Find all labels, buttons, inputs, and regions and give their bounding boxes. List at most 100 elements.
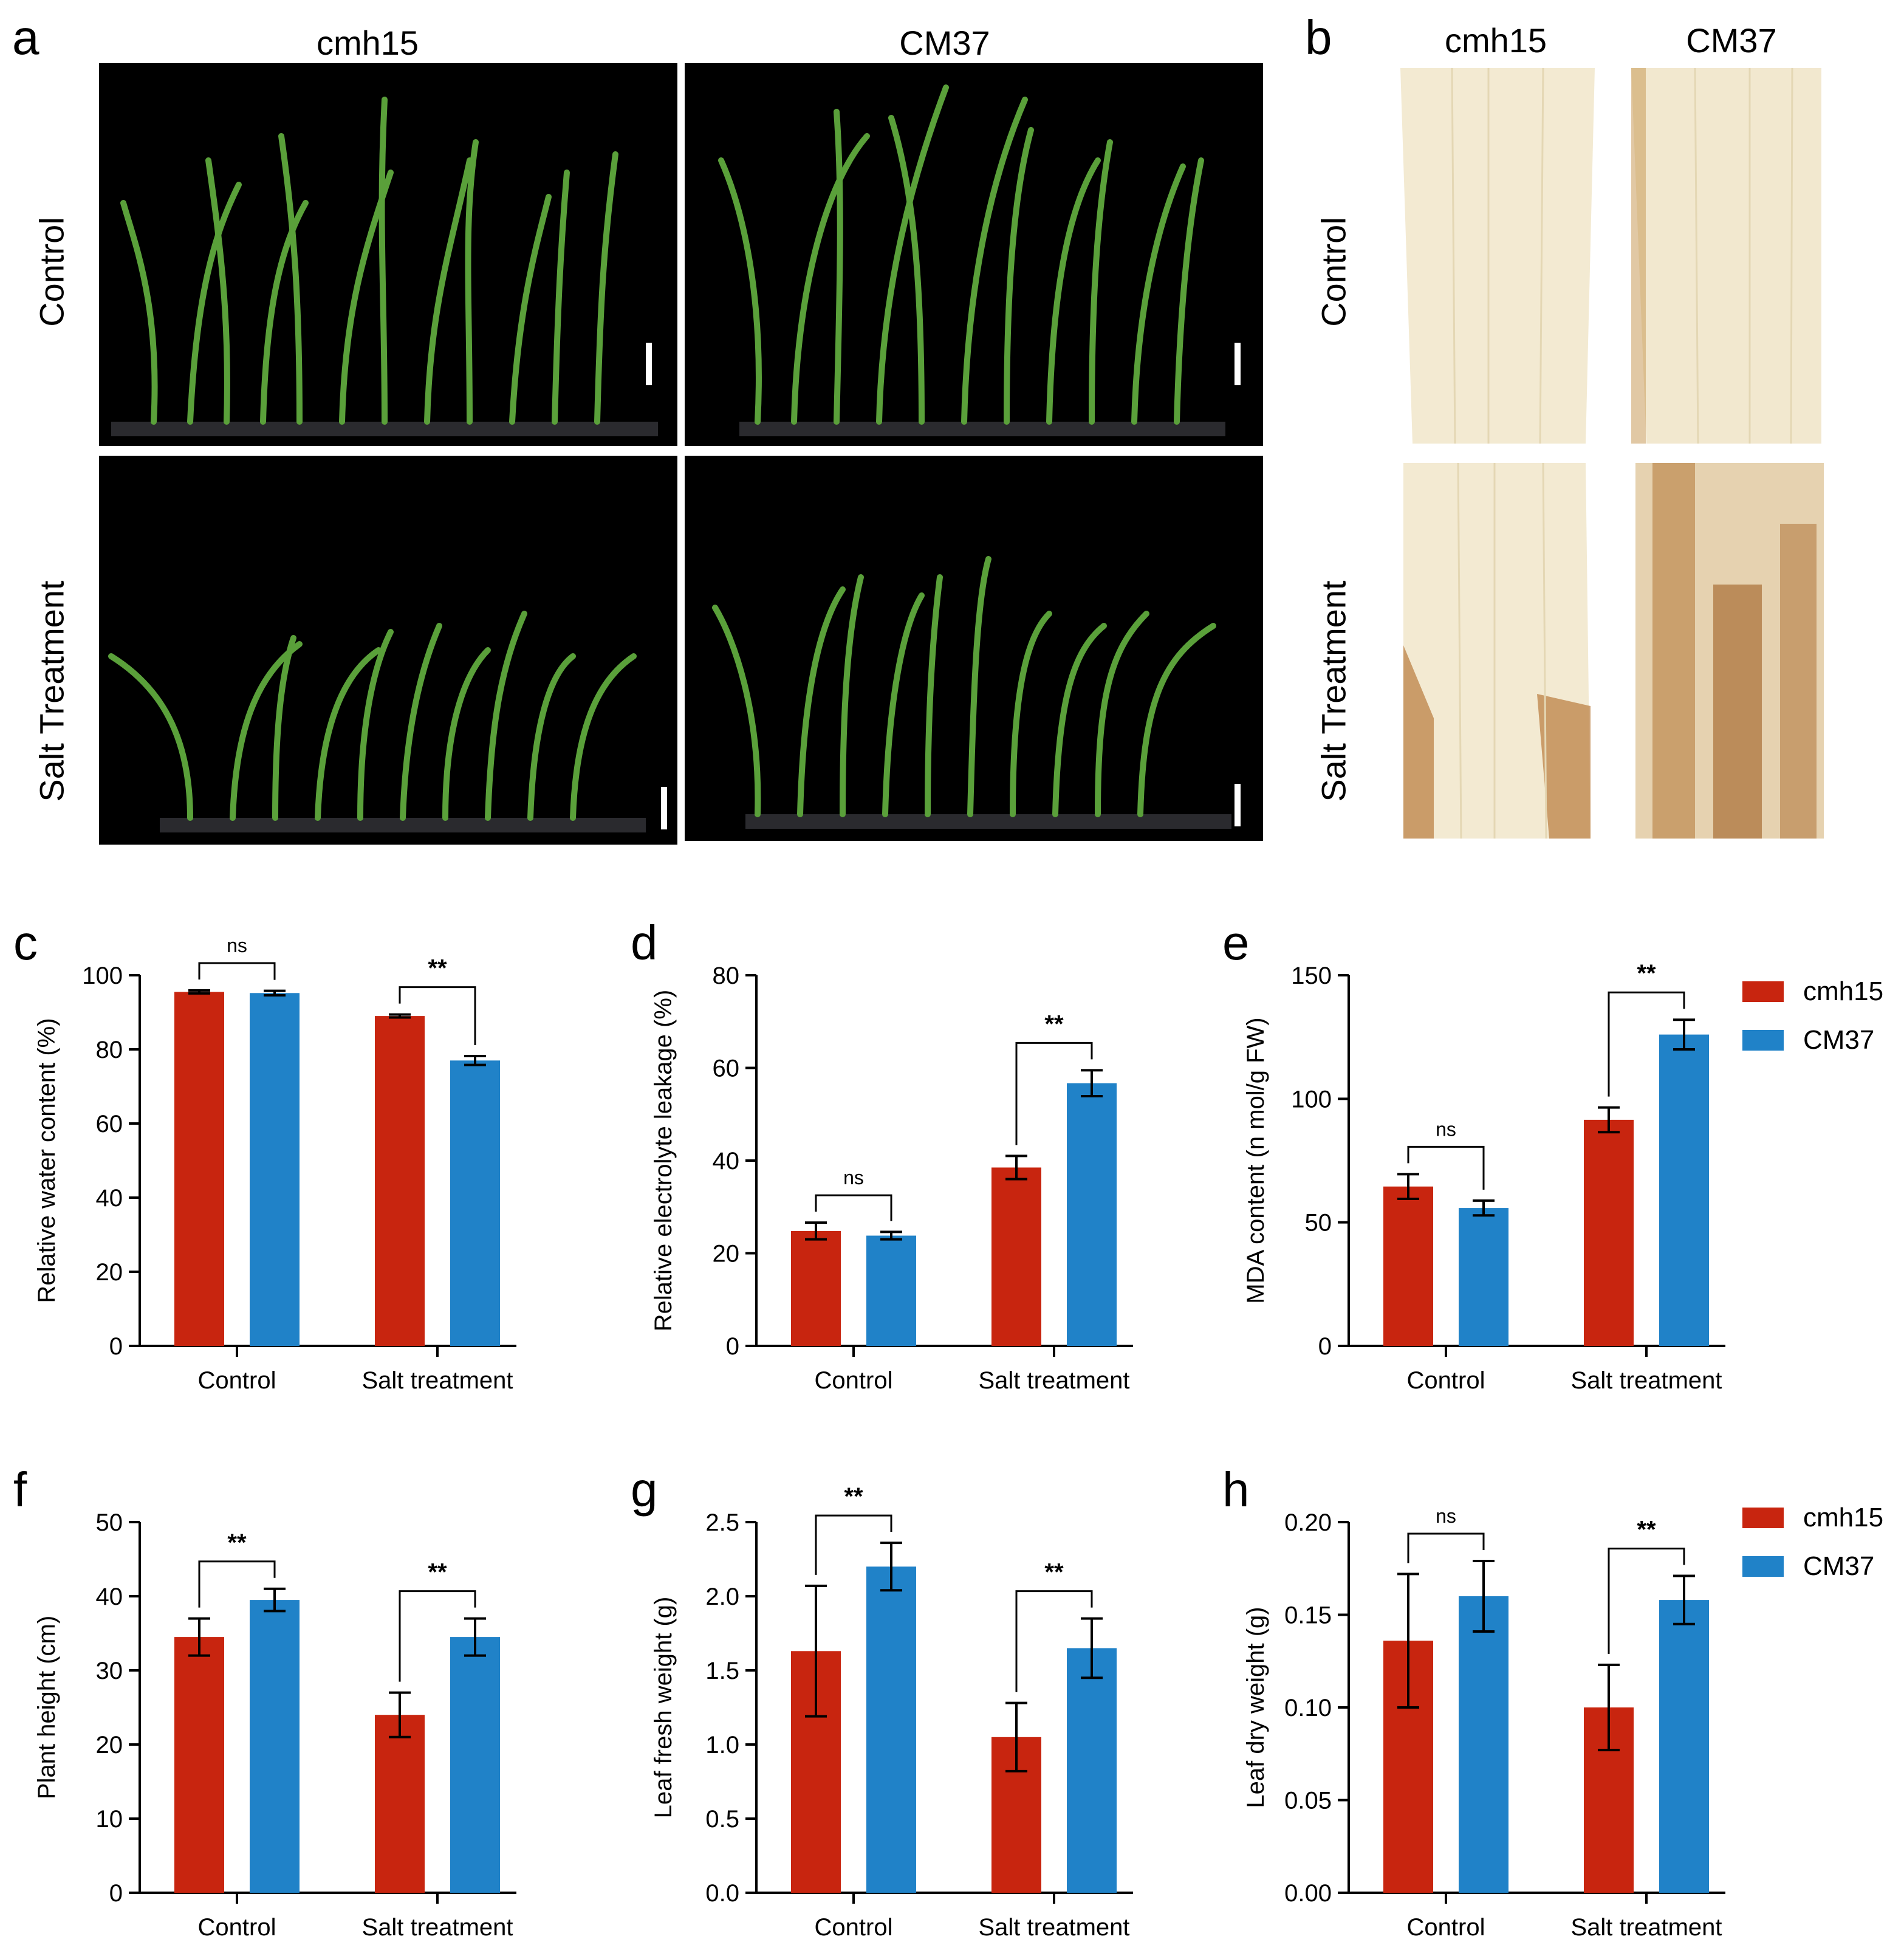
bar-cmh15 [174, 992, 224, 1346]
significance-label: ** [1044, 1010, 1064, 1037]
legend-swatch-cmh15 [1742, 1508, 1784, 1528]
panel-letter-c: c [13, 916, 38, 970]
bar-cm37 [450, 1637, 500, 1893]
significance-label: ns [1436, 1118, 1456, 1140]
y-tick-label: 0.10 [1284, 1695, 1332, 1721]
y-tick-label: 0.05 [1284, 1788, 1332, 1814]
bar-cm37 [1067, 1083, 1117, 1346]
x-tick-label: Control [198, 1367, 276, 1394]
leaf-illustration [1400, 68, 1595, 444]
legend-top: cmh15 CM37 [1742, 967, 1883, 1065]
x-tick-label: Salt treatment [978, 1914, 1129, 1941]
bar-cm37 [866, 1566, 916, 1893]
plant-photo-cmh15-salt [99, 456, 677, 845]
y-tick-label: 150 [1291, 962, 1332, 989]
y-axis-label: Plant height (cm) [33, 1616, 60, 1799]
y-tick-label: 10 [96, 1806, 123, 1833]
photo-column-label-cmh15: cmh15 [316, 24, 419, 62]
y-axis-label: Leaf dry weight (g) [1242, 1607, 1269, 1808]
leaf-column-label-cmh15: cmh15 [1444, 21, 1547, 60]
legend-bottom: cmh15 CM37 [1742, 1494, 1883, 1591]
plot-area: 0 20 40 60 80 100 Relative water content (%) Co… [33, 935, 516, 1394]
plants-illustration [108, 611, 667, 832]
legend-swatch-cmh15 [1742, 981, 1784, 1002]
photo-column-label-cm37: CM37 [899, 24, 990, 62]
y-tick-label: 0 [1318, 1333, 1332, 1360]
x-tick-label: Salt treatment [1570, 1914, 1722, 1941]
x-tick-label: Control [198, 1914, 276, 1941]
y-axis-label: Leaf fresh weight (g) [650, 1597, 677, 1819]
x-tick-label: Salt treatment [361, 1914, 513, 1941]
significance-label: ns [227, 935, 247, 956]
panel-letter-f: f [13, 1463, 27, 1517]
significance-bracket [198, 962, 276, 980]
y-tick-label: 60 [713, 1055, 740, 1082]
significance-label: ns [1436, 1505, 1456, 1527]
panel-letter-b: b [1305, 10, 1332, 64]
leaf-row-label-salt: Salt Treatment [1314, 580, 1353, 802]
bar-cmh15 [991, 1167, 1041, 1346]
plot-area: 0 20 40 60 80 Relative electrolyte leakage (%… [650, 962, 1133, 1394]
leaf-image-cm37-control [1628, 68, 1829, 444]
y-tick-label: 50 [1305, 1210, 1332, 1237]
significance-label: ** [227, 1529, 247, 1556]
y-tick-label: 0.15 [1284, 1602, 1332, 1629]
y-tick-label: 30 [96, 1658, 123, 1684]
y-tick-label: 100 [1291, 1086, 1332, 1113]
plant-photo-cm37-salt [685, 456, 1263, 841]
significance-label: ** [1044, 1559, 1064, 1586]
y-tick-label: 80 [96, 1037, 123, 1063]
chart-relative-water-content: 0 20 40 60 80 100 Relative water content (%) Co… [33, 935, 516, 1394]
y-tick-label: 0 [109, 1880, 123, 1907]
legend-label-cmh15: cmh15 [1803, 976, 1884, 1006]
plant-photo-cm37-control [685, 63, 1263, 446]
plants-illustration [712, 556, 1241, 829]
y-tick-label: 50 [96, 1509, 123, 1536]
legend-label-cm37: CM37 [1803, 1025, 1875, 1055]
photo-row-label-salt: Salt Treatment [32, 580, 71, 802]
plot-area: 0 50 100 150 MDA content (n mol/g FW) Control… [1242, 960, 1725, 1394]
significance-label: ns [843, 1167, 864, 1189]
y-tick-label: 2.0 [705, 1583, 739, 1610]
x-tick-label: Salt treatment [978, 1367, 1129, 1394]
leaf-illustration [1403, 463, 1591, 839]
significance-bracket [399, 986, 476, 1045]
leaf-row-label-control: Control [1314, 217, 1353, 327]
y-tick-label: 40 [96, 1185, 123, 1212]
bar-cm37 [1659, 1034, 1709, 1346]
x-tick-label: Salt treatment [1570, 1367, 1722, 1394]
leaf-illustration [1631, 68, 1821, 444]
x-tick-label: Control [815, 1914, 893, 1941]
plot-area: 0.00 0.05 0.10 0.15 0.20 Leaf dry weight (g) C… [1242, 1505, 1725, 1941]
y-tick-label: 60 [96, 1111, 123, 1137]
legend-swatch-cm37 [1742, 1030, 1784, 1051]
chart-relative-electrolyte-leakage: 0 20 40 60 80 Relative electrolyte leakage (%… [650, 962, 1133, 1394]
bar-cmh15 [174, 1637, 224, 1893]
y-tick-label: 0.20 [1284, 1509, 1332, 1536]
significance-label: ** [1637, 960, 1656, 987]
y-tick-label: 100 [82, 962, 123, 989]
legend-item-cm37: CM37 [1742, 1016, 1883, 1065]
panel-letter-e: e [1222, 916, 1250, 970]
significance-label: ** [428, 1559, 447, 1586]
leaf-column-label-cm37: CM37 [1686, 21, 1777, 60]
y-tick-label: 80 [713, 962, 740, 989]
y-axis-label: Relative electrolyte leakage (%) [650, 990, 677, 1331]
plant-photo-cmh15-control [99, 63, 677, 446]
significance-bracket [1608, 1547, 1685, 1654]
plot-area: 0.0 0.5 1.0 1.5 2.0 2.5 Leaf fresh weight (g) C… [650, 1483, 1133, 1941]
legend-label-cmh15: cmh15 [1803, 1503, 1884, 1532]
plot-area: 0 10 20 30 40 50 Plant height (cm) Control ** Sal… [33, 1509, 516, 1941]
plants-illustration [111, 97, 658, 436]
y-tick-label: 2.5 [705, 1509, 739, 1536]
x-tick-label: Control [1407, 1367, 1485, 1394]
y-tick-label: 1.0 [705, 1732, 739, 1758]
chart-plant-height: 0 10 20 30 40 50 Plant height (cm) Control ** Sal… [33, 1509, 516, 1941]
significance-label: ** [428, 955, 447, 982]
bar-cm37 [250, 1600, 300, 1893]
legend-item-cmh15: cmh15 [1742, 967, 1883, 1016]
photo-row-label-control: Control [32, 217, 71, 327]
bar-cmh15 [791, 1230, 841, 1346]
y-tick-label: 0 [109, 1333, 123, 1360]
y-tick-label: 40 [713, 1148, 740, 1175]
